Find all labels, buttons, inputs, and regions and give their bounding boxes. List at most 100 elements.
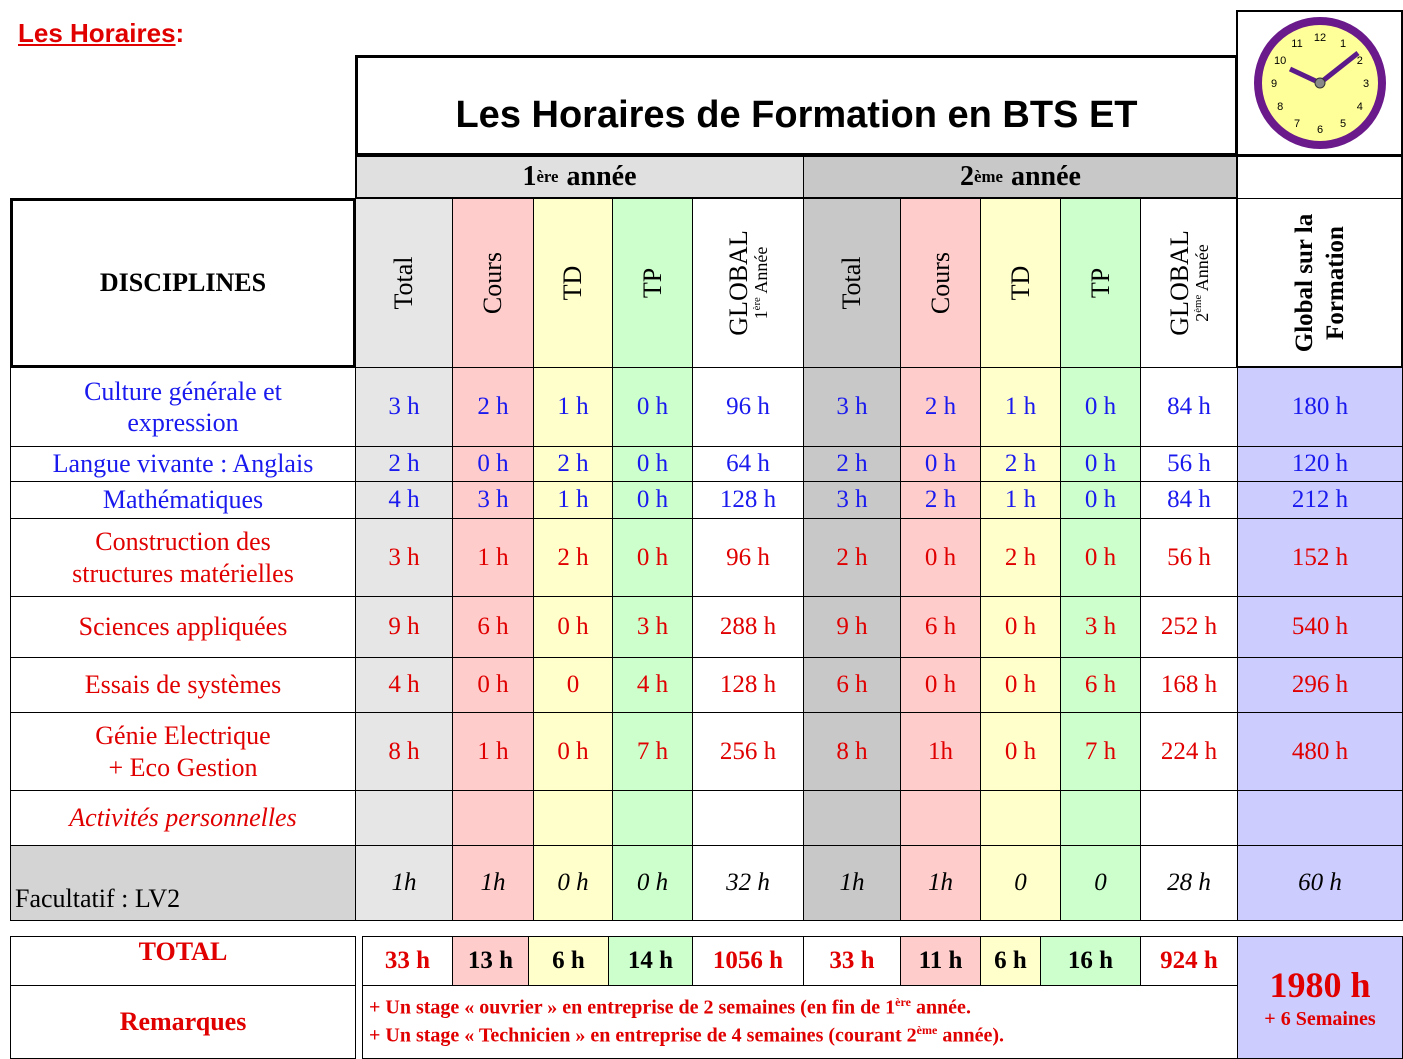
- column-header: TD: [533, 198, 613, 368]
- cell-value: 0 h: [452, 446, 534, 482]
- total-value: 924 h: [1140, 936, 1238, 986]
- column-header: Global sur la Formation: [1237, 198, 1403, 368]
- cell-value: 2 h: [803, 518, 901, 597]
- cell-value: 4 h: [612, 657, 693, 713]
- discipline-name: Facultatif : LV2: [10, 845, 356, 921]
- cell-value: 2 h: [452, 367, 534, 447]
- name-line: expression: [127, 407, 238, 438]
- cell-value: 6 h: [900, 596, 981, 658]
- cell-value: 0 h: [612, 481, 693, 519]
- superscript: ème: [917, 1023, 938, 1037]
- cell-value: 1 h: [980, 481, 1061, 519]
- cell-value: 96 h: [692, 518, 804, 597]
- text: année: [1011, 161, 1081, 193]
- cell-value: 0 h: [452, 657, 534, 713]
- total-value: 14 h: [608, 936, 693, 986]
- name-line: Culture générale et: [84, 376, 282, 407]
- column-header: GLOBAL1ère Année: [692, 198, 804, 368]
- cell-value: 2 h: [980, 446, 1061, 482]
- cell-value: 1 h: [980, 367, 1061, 447]
- cell-value: 128 h: [692, 481, 804, 519]
- cell-value: 64 h: [692, 446, 804, 482]
- text: année.: [911, 997, 971, 1019]
- column-header: Cours: [452, 198, 534, 368]
- header-label: GLOBAL: [1167, 230, 1193, 335]
- header-label: Total: [391, 256, 417, 309]
- cell-value: 224 h: [1140, 712, 1238, 791]
- page-title: Les Horaires:: [18, 18, 184, 49]
- total-label: TOTAL: [10, 936, 356, 986]
- total-value: 16 h: [1040, 936, 1141, 986]
- clock-number: 7: [1293, 118, 1299, 130]
- text: année).: [937, 1025, 1004, 1047]
- column-header: Cours: [900, 198, 981, 368]
- clock-number: 4: [1356, 101, 1362, 113]
- cell-value: 0 h: [900, 446, 981, 482]
- remark-line: + Un stage « Technicien » en entreprise …: [369, 1022, 1004, 1050]
- cell-value: 7 h: [1060, 712, 1141, 791]
- header-label: TD: [560, 266, 586, 301]
- discipline-name: Activités personnelles: [10, 790, 356, 846]
- cell-value: 1h: [900, 845, 981, 921]
- superscript: ère: [895, 995, 911, 1009]
- cell-value: 56 h: [1140, 446, 1238, 482]
- cell-value: 0 h: [900, 518, 981, 597]
- rotated-header: Total: [839, 256, 865, 309]
- name-line: structures matérielles: [72, 558, 294, 589]
- cell-value: 212 h: [1237, 481, 1403, 519]
- cell-value: 0 h: [612, 845, 693, 921]
- cell-value: 9 h: [355, 596, 453, 658]
- cell-value: 1h: [900, 712, 981, 791]
- cell-value: 3 h: [452, 481, 534, 519]
- grand-value: 1980 h: [1269, 964, 1370, 1007]
- name-line: Essais de systèmes: [85, 669, 281, 700]
- cell-value: 6 h: [1060, 657, 1141, 713]
- clock-number: 10: [1274, 55, 1286, 67]
- grand-note: + 6 Semaines: [1264, 1007, 1375, 1031]
- text: Année: [751, 247, 771, 297]
- cell-value: 0: [533, 657, 613, 713]
- cell-value: 0: [1060, 845, 1141, 921]
- clock-number: 6: [1316, 124, 1322, 136]
- cell-value: 256 h: [692, 712, 804, 791]
- header-label: TP: [640, 268, 666, 298]
- cell-value: 2 h: [900, 481, 981, 519]
- cell-value: 2 h: [980, 518, 1061, 597]
- cell-value: [980, 790, 1061, 846]
- cell-value: 252 h: [1140, 596, 1238, 658]
- total-value: 13 h: [452, 936, 529, 986]
- discipline-header: DISCIPLINES: [10, 198, 356, 368]
- discipline-name: Mathématiques: [10, 481, 356, 519]
- clock-number: 1: [1339, 38, 1345, 50]
- cell-value: [900, 790, 981, 846]
- remarks-label: Remarques: [10, 985, 356, 1059]
- cell-value: 0 h: [533, 596, 613, 658]
- name-line: Mathématiques: [103, 484, 263, 515]
- name-line: Construction des: [95, 526, 271, 557]
- text: 2: [1192, 313, 1212, 322]
- discipline-name: Essais de systèmes: [10, 657, 356, 713]
- cell-value: 0 h: [612, 446, 693, 482]
- remarks: + Un stage « ouvrier » en entreprise de …: [362, 985, 1238, 1059]
- cell-value: 180 h: [1237, 367, 1403, 447]
- rotated-header: Global sur la Formation: [1289, 208, 1352, 358]
- rotated-header: Total: [391, 256, 417, 309]
- clock-number: 9: [1270, 78, 1276, 90]
- cell-value: 0 h: [900, 657, 981, 713]
- cell-value: 0 h: [1060, 367, 1141, 447]
- cell-value: 1 h: [533, 481, 613, 519]
- clock-center: [1315, 78, 1325, 88]
- year-header: 1èreannée: [355, 155, 804, 199]
- name-line: Sciences appliquées: [79, 611, 288, 642]
- discipline-name: Langue vivante : Anglais: [10, 446, 356, 482]
- grand-total: 1980 h+ 6 Semaines: [1237, 936, 1403, 1059]
- cell-value: 1h: [803, 845, 901, 921]
- rotated-header: GLOBAL2ème Année: [1167, 230, 1211, 335]
- clock-number: 3: [1362, 78, 1368, 90]
- header-label: TD: [1008, 266, 1034, 301]
- cell-value: [533, 790, 613, 846]
- text: + Un stage « Technicien » en entreprise …: [369, 1025, 917, 1047]
- header-sub: 1ère Année: [752, 230, 770, 335]
- cell-value: 0 h: [533, 845, 613, 921]
